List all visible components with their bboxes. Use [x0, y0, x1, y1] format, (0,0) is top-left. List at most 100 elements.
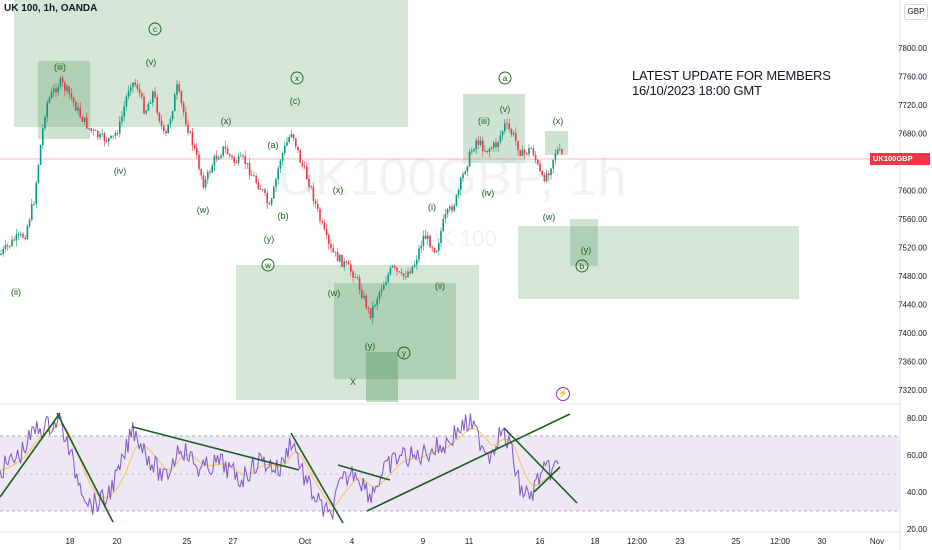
candle-body	[99, 134, 101, 138]
candle-body	[497, 142, 499, 148]
candle-body	[53, 88, 55, 92]
candle-body	[299, 150, 301, 163]
candle-body	[504, 123, 506, 131]
candle-body	[130, 87, 132, 91]
candle-body	[143, 96, 145, 114]
symbol-title[interactable]: UK 100, 1h, OANDA	[4, 3, 98, 14]
candle-body	[149, 102, 152, 104]
candle-body	[449, 206, 451, 210]
watermark-sub: UK 100	[423, 226, 496, 251]
candle-body	[512, 133, 515, 135]
candle-body	[90, 128, 92, 131]
candle-body	[310, 186, 312, 188]
candle-body	[244, 156, 246, 164]
wave-label: (c)	[290, 96, 301, 106]
candle-body	[187, 124, 189, 133]
last-price-ticker: UK100GBP	[873, 154, 913, 163]
candle-body	[389, 267, 392, 275]
candle-body	[264, 189, 266, 194]
candle-body	[255, 176, 257, 183]
candle-body	[68, 86, 70, 94]
candle-body	[400, 271, 403, 274]
candle-body	[266, 193, 268, 204]
lightning-icon[interactable]: ⚡	[556, 387, 570, 401]
candle-body	[167, 124, 169, 134]
time-tick-label: 11	[465, 537, 474, 546]
candle-body	[226, 148, 229, 155]
candle-body	[336, 251, 339, 262]
elliott-zones	[14, 0, 799, 402]
candle-body	[295, 138, 297, 147]
wave-circle	[575, 259, 589, 273]
candle-body	[521, 149, 524, 156]
rsi-axis[interactable]: 80.00 60.00 40.00 20.00	[907, 414, 928, 534]
candle-body	[475, 140, 477, 150]
zone-w-big	[236, 265, 479, 400]
wave-label: (v)	[500, 104, 511, 114]
candle-body	[24, 237, 26, 240]
candle-body	[464, 171, 466, 175]
price-tick-label: 7360.00	[898, 358, 927, 367]
candle-body	[471, 151, 473, 153]
wave-circle-label: c	[153, 25, 157, 34]
candle-body	[321, 220, 323, 223]
candle-body	[284, 145, 286, 154]
time-tick-label: 12:00	[627, 537, 648, 546]
time-axis[interactable]: 18 20 25 27 Oct 4 9 11 16 18 12:00 23 25 12:00 30 Nov	[66, 537, 885, 546]
wave-circle	[290, 71, 304, 85]
candle-body	[180, 91, 183, 103]
candle-body	[83, 117, 86, 122]
wave-labels: (iii) (v) (iv) (ii) (x) (w) (a) (c) (b) (y) (x) (w)…	[11, 22, 591, 387]
candle-body	[125, 96, 128, 107]
candle-body	[11, 239, 13, 247]
candle-body	[431, 247, 433, 249]
candle-body	[211, 165, 213, 173]
rsi-trendline	[366, 413, 571, 512]
price-tick-label: 7600.00	[898, 187, 927, 196]
candle-body	[22, 233, 24, 238]
candle-body	[288, 136, 290, 143]
candle-body	[251, 175, 253, 177]
candle-body	[70, 93, 73, 98]
candle-body	[110, 135, 112, 139]
candle-body	[240, 155, 242, 157]
wave-circle	[498, 71, 512, 85]
candle-body	[339, 254, 341, 262]
candle-body	[46, 102, 48, 118]
candle-body	[297, 146, 299, 151]
candle-body	[435, 250, 438, 253]
candle-body	[541, 171, 543, 175]
candle-body	[438, 242, 440, 251]
price-tick-label: 7560.00	[898, 215, 927, 224]
currency-button[interactable]: GBP	[904, 4, 928, 20]
rsi-trendline	[132, 426, 300, 471]
candle-body	[114, 133, 117, 136]
candle-body	[479, 140, 482, 146]
candle-body	[57, 87, 59, 93]
price-axis[interactable]: 7800.007760.007720.007680.007640.007600.…	[898, 44, 927, 395]
candle-body	[453, 205, 455, 211]
candle-body	[160, 120, 163, 126]
candle-body	[396, 267, 398, 272]
candle-body	[169, 119, 172, 125]
candle-body	[233, 157, 235, 163]
candle-body	[325, 229, 328, 235]
candle-body	[171, 111, 174, 120]
candle-body	[484, 150, 486, 152]
candle-body	[286, 142, 288, 146]
candle-body	[532, 148, 535, 156]
candle-body	[277, 168, 279, 180]
candle-body	[534, 155, 537, 160]
candle-body	[367, 307, 370, 309]
candle-body	[35, 182, 37, 204]
candle-body	[292, 134, 295, 139]
candle-body	[468, 151, 471, 167]
candle-body	[508, 123, 510, 130]
candle-body	[268, 203, 271, 205]
candle-body	[409, 271, 411, 274]
candle-body	[248, 163, 251, 176]
candle-body	[262, 189, 264, 191]
candle-body	[554, 153, 557, 160]
rsi-tick-label: 20.00	[907, 525, 928, 534]
